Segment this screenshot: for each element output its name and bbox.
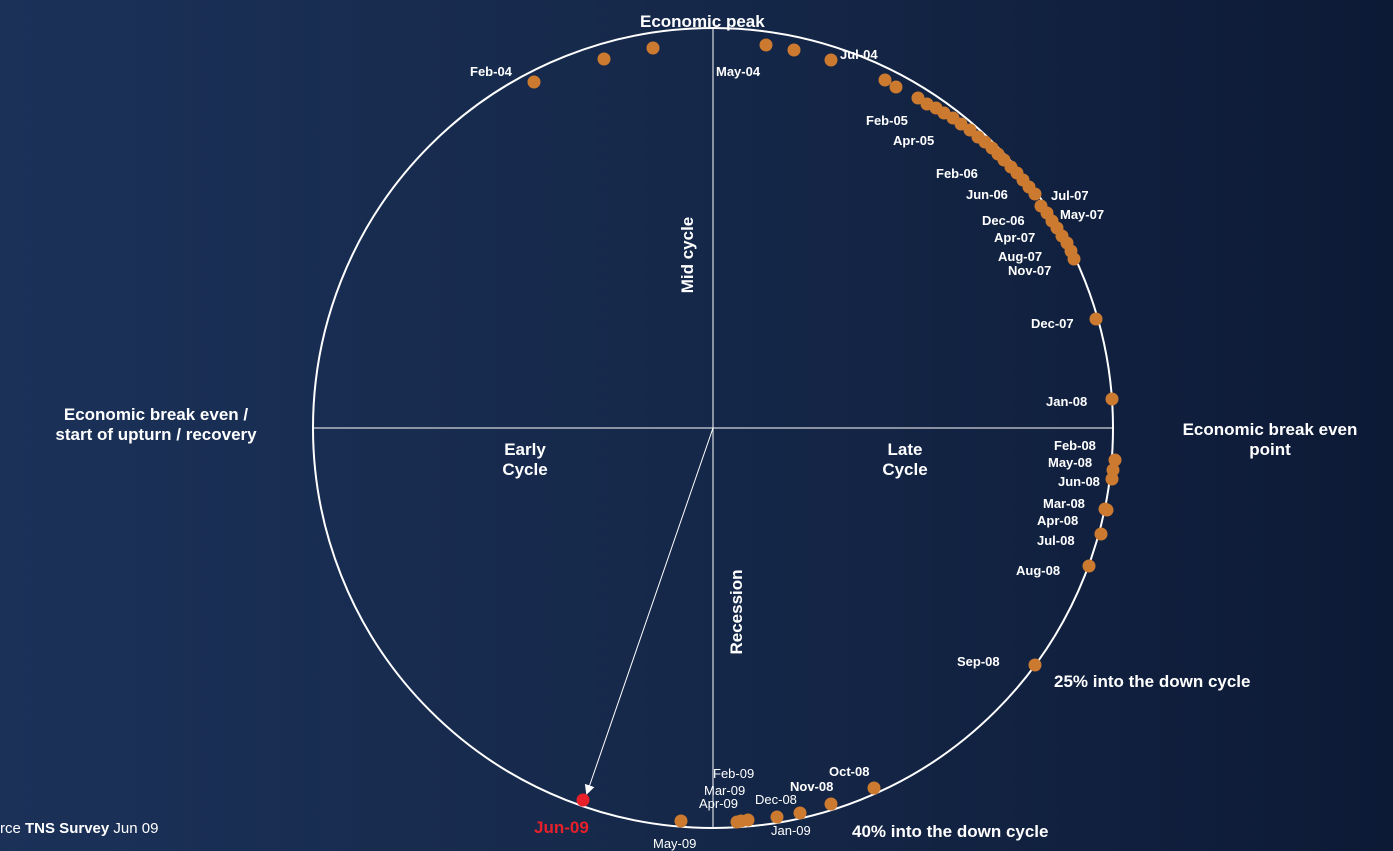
point-label: Sep-08 [957, 654, 1000, 669]
data-point [1067, 252, 1081, 266]
point-label: Feb-08 [1054, 438, 1096, 453]
left-point-line1: Economic break even / [63, 405, 249, 424]
point-label: Mar-08 [1043, 496, 1085, 511]
data-point [759, 38, 773, 52]
data-point [1028, 187, 1042, 201]
point-label: Nov-07 [1008, 263, 1052, 278]
data-point [646, 41, 660, 55]
source-bold: TNS Survey [25, 820, 110, 837]
right-point-line1: Economic break even [1182, 420, 1358, 439]
data-point [1108, 453, 1122, 467]
data-point [1082, 559, 1096, 573]
point-label: Jul-08 [1037, 533, 1075, 548]
point-label: May-09 [653, 836, 697, 851]
mid-cycle-label: Mid cycle [678, 216, 697, 294]
point-label: Dec-08 [755, 792, 797, 807]
left-point-line2: start of upturn / recovery [55, 425, 257, 444]
point-label: May-04 [716, 64, 761, 79]
data-point [730, 815, 744, 829]
point-label: Apr-05 [893, 133, 935, 148]
data-point [878, 73, 892, 87]
source-note: rce TNS Survey Jun 09 [0, 820, 158, 837]
source-prefix: rce [0, 820, 21, 837]
late-line2: Cycle [882, 460, 928, 479]
early-line2: Cycle [502, 460, 548, 479]
data-point [597, 52, 611, 66]
point-label: Apr-07 [994, 230, 1036, 245]
data-point [824, 53, 838, 67]
source-suffix: Jun 09 [113, 820, 159, 837]
data-point [889, 80, 903, 94]
point-label: Jun-06 [966, 187, 1008, 202]
current-point-label: Jun-09 [534, 818, 589, 837]
data-point [674, 814, 688, 828]
recession-label: Recession [727, 569, 746, 655]
data-point [1094, 527, 1108, 541]
point-label: Oct-08 [829, 764, 870, 779]
current-point [576, 793, 590, 807]
point-label: Feb-05 [866, 113, 908, 128]
early-line1: Early [504, 440, 546, 459]
data-point [1028, 658, 1042, 672]
current-arrow [584, 427, 714, 795]
economic-peak-label: Economic peak [640, 12, 765, 31]
point-label: Mar-09 [704, 783, 746, 798]
point-label: Jan-09 [771, 823, 811, 838]
point-label: Jul-04 [840, 47, 878, 62]
data-point [793, 806, 807, 820]
right-point-line2: point [1249, 440, 1291, 459]
data-point [1089, 312, 1103, 326]
data-point [1098, 502, 1112, 516]
point-label: Jan-08 [1046, 394, 1088, 409]
point-label: May-07 [1060, 207, 1105, 222]
point-label: Apr-09 [699, 796, 739, 811]
data-point [824, 797, 838, 811]
data-point [1105, 472, 1119, 486]
data-point [867, 781, 881, 795]
point-label: Aug-08 [1016, 563, 1061, 578]
point-label: Dec-06 [982, 213, 1025, 228]
data-point [770, 810, 784, 824]
early-cycle-label: Early Cycle [470, 440, 580, 480]
data-point [787, 43, 801, 57]
point-label: Feb-06 [936, 166, 978, 181]
left-point-label: Economic break even / start of upturn / … [16, 405, 296, 445]
down25-label: 25% into the down cycle [1054, 672, 1251, 691]
point-label: Apr-08 [1037, 513, 1079, 528]
right-point-label: Economic break even point [1150, 420, 1390, 460]
point-label: Jul-07 [1051, 188, 1089, 203]
late-cycle-label: Late Cycle [855, 440, 955, 480]
data-point [1105, 392, 1119, 406]
point-label: Jun-08 [1058, 474, 1100, 489]
point-label: Nov-08 [790, 779, 834, 794]
point-label: Feb-04 [470, 64, 512, 79]
data-point [527, 75, 541, 89]
down40-label: 40% into the down cycle [852, 822, 1049, 841]
point-label: Aug-07 [998, 249, 1043, 264]
point-label: Feb-09 [713, 766, 755, 781]
point-label: Dec-07 [1031, 316, 1074, 331]
late-line1: Late [887, 440, 923, 459]
point-label: May-08 [1048, 455, 1093, 470]
